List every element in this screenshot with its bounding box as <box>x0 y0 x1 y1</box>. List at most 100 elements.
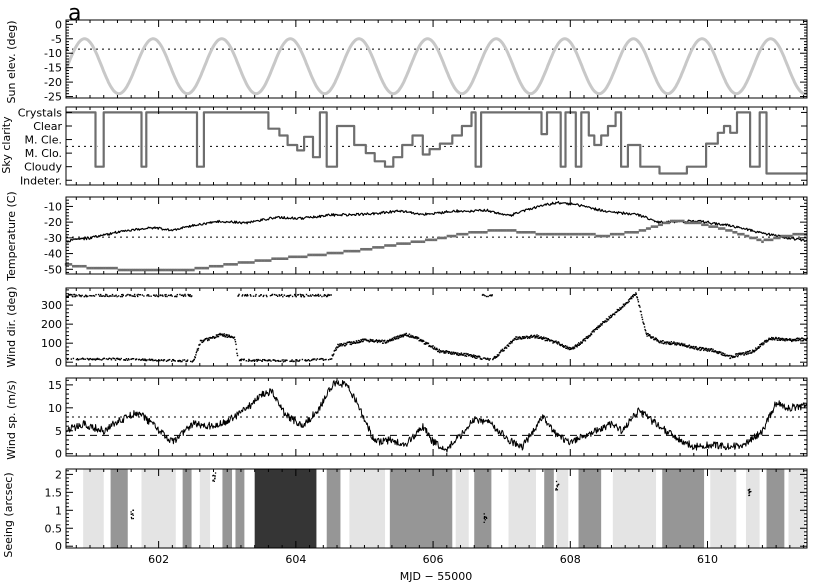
wind-direction-point <box>774 337 776 340</box>
seeing-point <box>214 478 216 480</box>
wind-direction-point <box>722 352 725 355</box>
wind-direction-point <box>788 338 791 340</box>
temperature-series-2-point <box>280 257 284 260</box>
wind-direction-point <box>459 354 462 356</box>
wind-direction-point <box>100 295 102 297</box>
wind-direction-point <box>732 355 735 358</box>
temperature-series-2-point <box>141 268 145 272</box>
wind-direction-point <box>544 337 546 339</box>
wind-direction-point <box>655 337 658 340</box>
wind-direction-point <box>343 342 345 345</box>
temperature-series-2-point <box>283 257 286 260</box>
wind-direction-point <box>574 344 577 346</box>
temperature-series-2-point <box>148 268 152 272</box>
wind-direction-point <box>486 358 488 360</box>
temperature-series-2-point <box>247 261 250 264</box>
wind-direction-point <box>496 356 498 358</box>
seeing-frame <box>65 468 808 549</box>
wind-direction-point <box>778 339 781 341</box>
temperature-series-2-point <box>374 246 378 249</box>
temperature-series-2-point <box>657 223 661 227</box>
wind-direction-point <box>288 295 290 298</box>
temperature-series-2-point <box>343 249 346 253</box>
temperature-series-2-point <box>168 268 171 272</box>
wind-direction-point <box>291 295 294 298</box>
wind-direction-point <box>451 353 454 355</box>
temperature-series-2-point <box>653 225 656 228</box>
wind-direction-point <box>228 334 231 337</box>
wind-direction-point <box>503 349 505 352</box>
temperature-series-2-point <box>629 231 632 234</box>
wind-direction-point <box>336 346 339 349</box>
wind-direction-point <box>428 345 430 348</box>
temperature-series-2-point <box>576 232 579 236</box>
wind-direction-point <box>432 345 434 347</box>
wind-direction-point <box>235 348 238 351</box>
temperature-series-2-point <box>432 238 435 242</box>
wind-direction-point <box>144 358 146 360</box>
temperature-series-2-point <box>225 263 229 266</box>
wind-direction-point <box>758 347 760 349</box>
temperature-series-2-point <box>367 247 370 251</box>
wind-direction-point <box>656 339 659 341</box>
temperature-series-2-point <box>737 232 740 236</box>
wind-direction-point <box>161 294 164 296</box>
wind-direction-point <box>505 347 508 349</box>
temperature-series-2-point <box>545 232 548 236</box>
temperature-series-2-point <box>427 238 431 242</box>
wind-direction-point <box>688 345 690 347</box>
wind-direction-point <box>767 338 770 341</box>
temperature-series-2-point <box>564 232 567 236</box>
wind-direction-point <box>640 310 642 313</box>
wind-direction-point <box>469 354 472 356</box>
temperature-series-2-point <box>396 242 399 245</box>
wind-direction-point <box>557 341 560 343</box>
wind-direction-point <box>409 336 412 338</box>
wind-direction-point <box>601 322 604 325</box>
wind-direction-point <box>749 349 751 352</box>
wind-direction-point <box>223 334 226 337</box>
wind-direction-point <box>441 351 443 353</box>
temperature-series-2-point <box>751 236 755 240</box>
wind-direction-point <box>392 339 395 341</box>
temperature-series-2-point <box>513 229 517 232</box>
wind-direction-point <box>791 340 793 342</box>
wind-direction-point <box>76 295 78 297</box>
wind-direction-point <box>623 305 626 307</box>
temperature-series-2-point <box>523 231 527 234</box>
wind-direction-point <box>805 339 807 342</box>
wind-direction-point <box>333 353 335 355</box>
wind-direction-point <box>261 360 263 362</box>
wind-direction-point <box>225 335 227 338</box>
wind-direction-point <box>765 341 767 343</box>
wind-direction-point <box>750 352 753 354</box>
wind-direction-point <box>764 340 767 342</box>
wind-direction-point <box>716 351 719 353</box>
sky-clarity-step-line <box>66 111 807 175</box>
wind-direction-point <box>330 294 332 296</box>
wind-direction-point <box>482 293 484 296</box>
wind-direction-point <box>244 295 246 297</box>
wind-direction-point <box>67 358 69 361</box>
x-axis-title: MJD − 55000 <box>400 570 472 583</box>
wind-direction-point <box>551 339 554 342</box>
temperature-series-2-point <box>235 263 238 266</box>
wind-direction-point <box>161 359 163 362</box>
temperature-panel: Temperature (C) -10 -20 -30 -40 -50 <box>5 191 808 282</box>
wind-direction-point <box>611 314 613 317</box>
wind-direction-point <box>174 360 176 362</box>
temperature-series-2-point <box>787 234 791 238</box>
wind-direction-point <box>439 351 441 354</box>
wind-speed-line <box>65 380 807 453</box>
wind-direction-point <box>537 337 539 339</box>
temperature-series-2-point <box>425 238 428 242</box>
wind-direction-point <box>350 341 352 344</box>
temperature-series-2-point <box>218 264 222 268</box>
wind-direction-point <box>404 333 406 335</box>
temperature-series-2-point <box>766 238 769 242</box>
wind-direction-point <box>499 351 502 353</box>
wind-direction-point <box>691 346 693 348</box>
wdir-y-tick-label: 200 <box>41 318 62 331</box>
seeing-y-tick-label: 0 <box>55 540 62 553</box>
